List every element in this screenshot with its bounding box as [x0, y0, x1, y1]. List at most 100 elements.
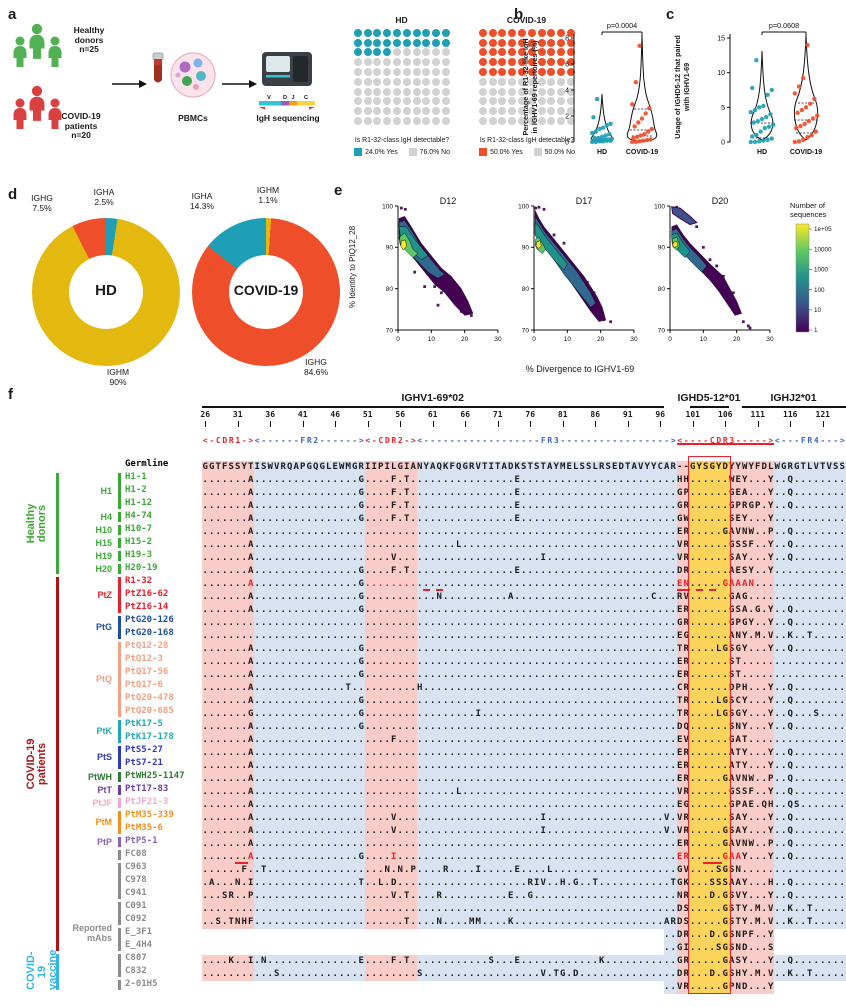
seq-char: .	[715, 981, 722, 994]
seq-char: .	[514, 643, 521, 656]
seq-char: .	[540, 747, 547, 760]
seq-char: .	[572, 578, 579, 591]
seq-char: V	[683, 734, 690, 747]
seq-char: Y	[741, 903, 748, 916]
seq-char: .	[286, 500, 293, 513]
seq-char: .	[260, 487, 267, 500]
seq-char: .	[533, 617, 540, 630]
seq-char: Y	[767, 643, 774, 656]
svg-text:30: 30	[494, 336, 502, 343]
seq-char: .	[260, 760, 267, 773]
seq-char: Q	[787, 539, 794, 552]
seq-char: .	[468, 773, 475, 786]
seq-char: .	[416, 838, 423, 851]
grid-dot	[478, 107, 487, 116]
seq-char: P	[767, 526, 774, 539]
seq-char: .	[293, 591, 300, 604]
seq-char: .	[241, 669, 248, 682]
svg-text:100: 100	[518, 203, 529, 210]
seq-char: V	[390, 825, 397, 838]
grid-dot	[527, 87, 536, 96]
grid-dot	[527, 77, 536, 86]
subgroup-bar	[118, 836, 121, 847]
seq-char: .	[364, 604, 371, 617]
seq-char: N	[416, 461, 423, 474]
seq-char: .	[429, 695, 436, 708]
seq-char: .	[689, 916, 696, 929]
seq-char: .	[631, 565, 638, 578]
seq-char: .	[774, 539, 781, 552]
seq-char: .	[546, 903, 553, 916]
seq-char: .	[800, 500, 807, 513]
seq-char: .	[390, 916, 397, 929]
seq-char: .	[455, 565, 462, 578]
seq-char: .	[423, 708, 430, 721]
seq-char: .	[416, 487, 423, 500]
seq-char: .	[364, 500, 371, 513]
seq-char: .	[566, 695, 573, 708]
seq-char: .	[442, 643, 449, 656]
seq-char: .	[657, 630, 664, 643]
seq-char: .	[208, 708, 215, 721]
seq-char: .	[215, 578, 222, 591]
grid-dot	[383, 116, 392, 125]
seq-char: .	[332, 916, 339, 929]
seq-char: .	[761, 851, 768, 864]
seq-char: .	[488, 578, 495, 591]
seq-char: .	[514, 838, 521, 851]
seq-char: S	[767, 942, 774, 955]
seq-char: R	[683, 656, 690, 669]
seq-char: .	[624, 799, 631, 812]
seq-char: .	[468, 825, 475, 838]
seq-char: .	[585, 643, 592, 656]
seq-char: .	[514, 604, 521, 617]
seq-char: G	[559, 968, 566, 981]
alignment-row: E_4H4 ..GI....SGSND...S	[0, 939, 846, 955]
seq-char: .	[650, 786, 657, 799]
seq-char: .	[839, 643, 846, 656]
seq-char: .	[319, 851, 326, 864]
seq-char: .	[358, 825, 365, 838]
region-char: -	[742, 436, 748, 445]
seq-char: .	[520, 812, 527, 825]
seq-char: .	[442, 812, 449, 825]
seq-char: .	[312, 916, 319, 929]
seq-char: .	[585, 656, 592, 669]
seq-char: .	[657, 968, 664, 981]
seq-char: .	[774, 825, 781, 838]
seq-char: .	[501, 760, 508, 773]
seq-char: .	[618, 786, 625, 799]
seq-char: .	[215, 565, 222, 578]
seq-char: .	[215, 552, 222, 565]
seq-char: .	[429, 513, 436, 526]
seq-char: .	[390, 721, 397, 734]
seq-char: G	[722, 968, 729, 981]
ruler-tick	[627, 421, 629, 427]
seq-char: .	[423, 695, 430, 708]
seq-char: .	[488, 682, 495, 695]
svg-text:90: 90	[386, 245, 394, 252]
seq-char: .	[345, 656, 352, 669]
seq-char: .	[286, 864, 293, 877]
person-icon	[13, 36, 27, 67]
grid-dot	[412, 87, 421, 96]
seq-char: .	[286, 513, 293, 526]
seq-char: .	[345, 708, 352, 721]
seq-char: .	[618, 708, 625, 721]
seq-char: F	[241, 864, 248, 877]
seq-char: .	[462, 695, 469, 708]
seq-char: .	[637, 513, 644, 526]
seq-char: .	[579, 474, 586, 487]
seq-char: A	[247, 500, 254, 513]
seq-char: .	[650, 864, 657, 877]
ruler-tick	[595, 421, 597, 427]
seq-char: .	[670, 864, 677, 877]
region-char: -	[280, 436, 286, 445]
seq-char: .	[481, 760, 488, 773]
seq-char: .	[306, 656, 313, 669]
seq-char: .	[423, 630, 430, 643]
seq-char: .	[397, 656, 404, 669]
seq-char: .	[839, 903, 846, 916]
seq-char: .	[585, 890, 592, 903]
seq-char: .	[800, 955, 807, 968]
